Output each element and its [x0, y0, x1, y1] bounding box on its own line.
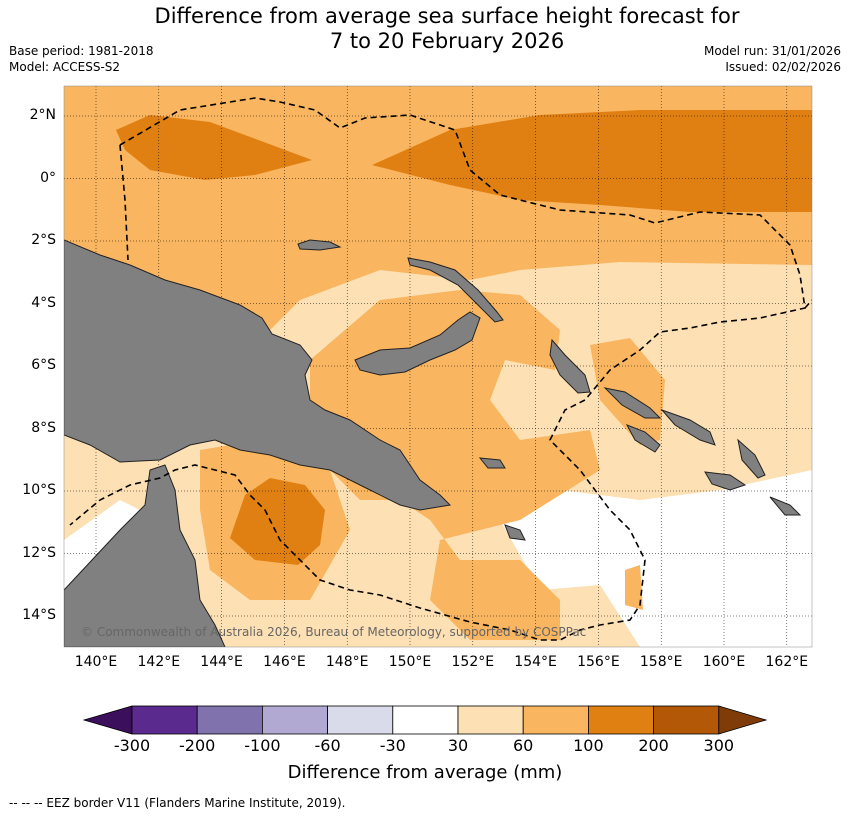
latitude-label: 14°S — [22, 607, 56, 623]
contour-60-100-central — [300, 290, 600, 640]
colorbar-segment — [392, 705, 459, 735]
map-title: Difference from average sea surface heig… — [0, 4, 850, 54]
colorbar-tick-label: 300 — [703, 736, 735, 755]
longitude-label: 146°E — [263, 654, 306, 670]
colorbar-tick-label: 60 — [513, 736, 534, 755]
title-line-1: Difference from average sea surface heig… — [154, 4, 740, 28]
land-new-britain — [354, 311, 481, 376]
latitude-label: 12°S — [22, 544, 56, 561]
title-line-2: 7 to 20 February 2026 — [329, 29, 565, 53]
land-islet-milne — [478, 457, 506, 469]
longitude-label: 148°E — [325, 654, 369, 670]
map-frame — [63, 85, 813, 648]
colorbar-segment — [261, 705, 328, 735]
meta-right: Model run: 31/01/2026 Issued: 02/02/2026 — [704, 43, 841, 75]
map-area — [64, 86, 812, 647]
land-guadalcanal — [625, 424, 661, 453]
colorbar-tick-label: -200 — [179, 736, 216, 755]
land-bougainville — [549, 338, 591, 394]
colorbar-segment — [522, 705, 589, 735]
colorbar-title: Difference from average (mm) — [287, 762, 563, 783]
gridlines — [64, 86, 812, 647]
land-islet-east — [769, 496, 802, 516]
colorbar-arrow-high — [718, 705, 768, 735]
longitude-label: 152°E — [451, 654, 495, 670]
longitude-label: 154°E — [514, 654, 557, 670]
colorbar-segment — [327, 705, 394, 735]
colorbar-segment — [457, 705, 524, 735]
latitude-label: 0° — [40, 169, 56, 186]
colorbar-segment — [588, 705, 655, 735]
land-new-ireland — [407, 257, 504, 323]
latitude-label: 4°S — [31, 294, 56, 311]
longitude-label: 158°E — [639, 654, 683, 670]
latitude-label: 8°S — [31, 419, 56, 436]
land-makira — [704, 471, 747, 491]
land-manus — [297, 239, 342, 251]
issued-date: Issued: 02/02/2026 — [725, 60, 841, 74]
land-cape-york — [64, 464, 226, 647]
colorbar-segment — [653, 705, 720, 735]
colorbar-tick-label: -300 — [113, 736, 151, 755]
land-islet-louisiade — [504, 524, 526, 541]
colorbar-segment — [196, 705, 263, 735]
latitude-label: 6°S — [31, 357, 56, 373]
meta-left: Base period: 1981-2018 Model: ACCESS-S2 — [9, 43, 154, 75]
longitude-label: 156°E — [577, 654, 620, 670]
land-vanuatu-north — [737, 438, 766, 479]
eez-footnote: -- -- -- EEZ border V11 (Flanders Marine… — [9, 796, 346, 810]
longitude-label: 142°E — [137, 654, 181, 670]
colorbar-tick-label: -60 — [314, 736, 341, 755]
colorbar — [82, 705, 768, 735]
longitude-label: 144°E — [200, 654, 243, 670]
colorbar-segment — [131, 705, 198, 735]
colorbar-tick-label: 30 — [447, 736, 469, 755]
contour-100-200-east — [372, 110, 812, 212]
model-name: Model: ACCESS-S2 — [9, 60, 121, 74]
land-choiseul — [603, 387, 662, 419]
colorbar-tick-label: -30 — [379, 736, 406, 755]
land-malaita — [660, 408, 716, 446]
eez-border-west — [119, 144, 129, 261]
latitude-label: 10°S — [22, 482, 56, 498]
model-run: Model run: 31/01/2026 — [703, 44, 841, 58]
base-period: Base period: 1981-2018 — [9, 44, 154, 58]
colorbar-tick-label: -100 — [244, 736, 281, 755]
longitude-label: 162°E — [765, 654, 809, 670]
contour-100-200-west — [116, 115, 312, 180]
longitude-label: 160°E — [702, 654, 746, 670]
colorbar-tick-label: 100 — [573, 736, 604, 755]
longitude-label: 140°E — [74, 654, 118, 670]
copyright-notice: © Commonwealth of Australia 2026, Bureau… — [81, 625, 587, 639]
latitude-label: 2°S — [31, 232, 56, 248]
colorbar-arrow-low — [82, 705, 133, 735]
eez-border-east — [804, 299, 812, 309]
land-new-guinea — [64, 239, 452, 511]
longitude-label: 150°E — [388, 654, 432, 670]
contour-60-100-patch — [625, 565, 643, 610]
latitude-label: 2°N — [29, 107, 56, 123]
contour-neutral-east — [500, 470, 812, 647]
colorbar-tick-label: 200 — [638, 736, 669, 755]
